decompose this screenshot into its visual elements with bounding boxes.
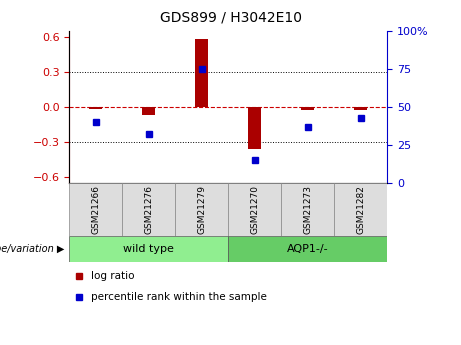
Text: GSM21266: GSM21266 bbox=[91, 185, 100, 234]
Bar bbox=[89, 107, 102, 109]
Bar bbox=[122, 183, 175, 236]
Text: GSM21276: GSM21276 bbox=[144, 185, 153, 234]
Text: GSM21273: GSM21273 bbox=[303, 185, 312, 234]
Bar bbox=[195, 39, 208, 107]
Text: GSM21270: GSM21270 bbox=[250, 185, 259, 234]
Bar bbox=[248, 107, 261, 149]
Bar bbox=[69, 236, 228, 262]
Bar bbox=[175, 183, 228, 236]
Text: genotype/variation ▶: genotype/variation ▶ bbox=[0, 244, 65, 254]
Text: percentile rank within the sample: percentile rank within the sample bbox=[91, 292, 267, 302]
Bar bbox=[228, 183, 281, 236]
Bar bbox=[354, 107, 367, 110]
Bar bbox=[281, 183, 334, 236]
Text: log ratio: log ratio bbox=[91, 271, 135, 281]
Bar bbox=[69, 183, 122, 236]
Text: GDS899 / H3042E10: GDS899 / H3042E10 bbox=[160, 10, 301, 24]
Bar bbox=[228, 236, 387, 262]
Bar bbox=[142, 107, 155, 115]
Text: GSM21282: GSM21282 bbox=[356, 185, 365, 234]
Bar bbox=[301, 107, 314, 110]
Text: wild type: wild type bbox=[123, 244, 174, 254]
Text: GSM21279: GSM21279 bbox=[197, 185, 206, 234]
Bar bbox=[334, 183, 387, 236]
Text: AQP1-/-: AQP1-/- bbox=[287, 244, 329, 254]
